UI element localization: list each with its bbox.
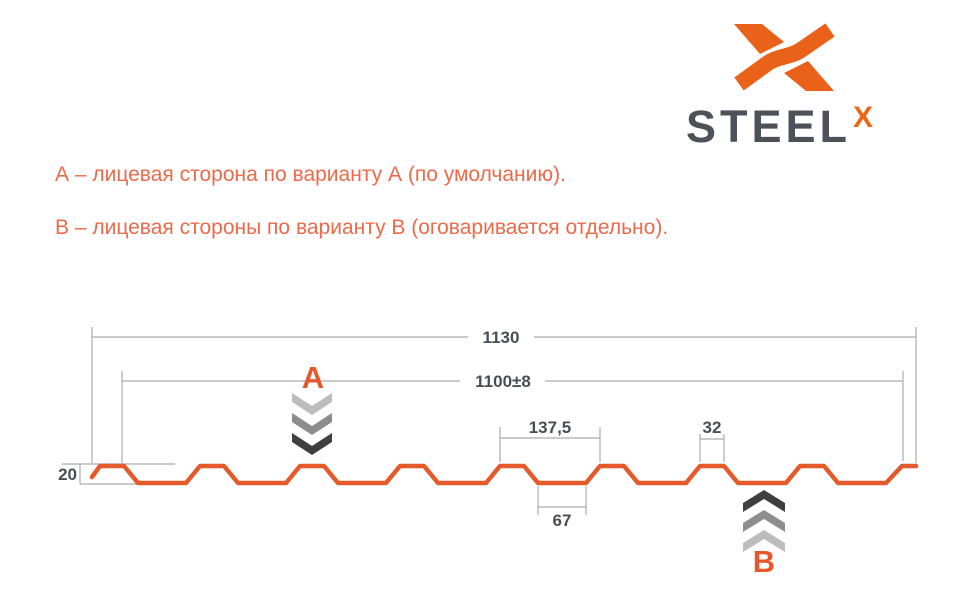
dim-label-rib-pitch: 137,5 (528, 418, 572, 437)
dim-label-working-width: 1100±8 (475, 372, 531, 391)
side-a-chevrons (292, 393, 332, 455)
side-b-chevrons (743, 490, 785, 552)
dim-label-valley-flat: 67 (552, 511, 572, 530)
dim-label-rib-top: 32 (702, 418, 722, 437)
chevron-down-icon (292, 393, 332, 415)
sheet-profile-line (89, 463, 919, 486)
logo-brand-name: STEEL (686, 101, 852, 152)
dim-label-total-width: 1130 (482, 328, 520, 347)
chevron-down-icon (292, 413, 332, 435)
chevron-up-icon (743, 510, 785, 532)
chevron-up-icon (743, 490, 785, 512)
dimension-lines (62, 327, 917, 515)
logo-x-icon (734, 23, 835, 91)
logo-x-wedge-nw (734, 24, 784, 54)
legend-variant-b: В – лицевая стороны по варианту В (огова… (55, 216, 669, 239)
chevron-up-icon (743, 530, 785, 552)
chevron-down-icon (292, 433, 332, 455)
legend-variant-a: А – лицевая сторона по варианту А (по ум… (55, 163, 566, 186)
steelx-logo-mark (729, 15, 839, 106)
marker-side-a: А (301, 360, 325, 395)
dim-label-profile-height: 20 (58, 465, 77, 484)
steelx-logo-text: STEEL X (686, 103, 873, 151)
logo-x-band (734, 23, 835, 91)
logo-brand-sup-x: X (853, 101, 874, 134)
logo-x-wedge-se (784, 61, 834, 91)
marker-side-b: В (752, 544, 776, 579)
